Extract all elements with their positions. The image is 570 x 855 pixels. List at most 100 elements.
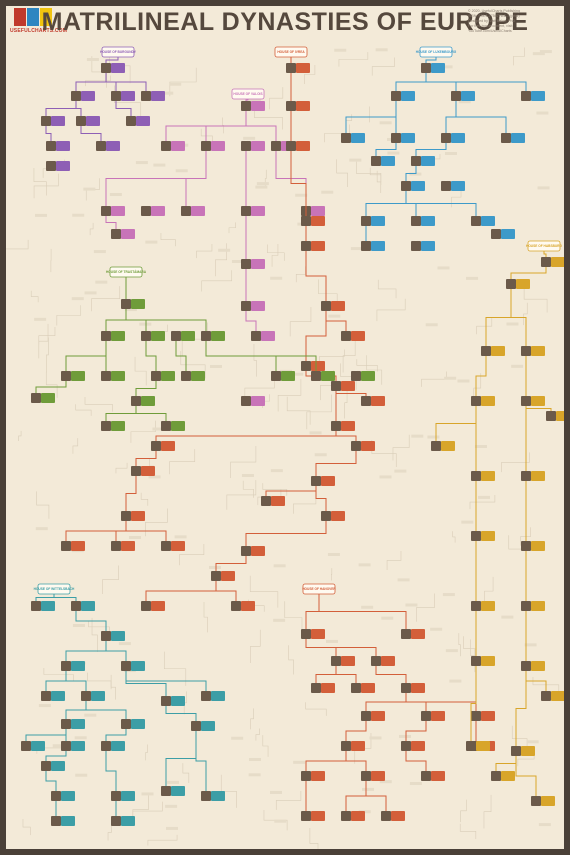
minor-person-label <box>243 136 256 140</box>
connector-line <box>295 266 306 283</box>
portrait <box>401 741 411 751</box>
portrait <box>131 466 141 476</box>
connector-line <box>145 341 157 371</box>
connector-line <box>85 701 127 719</box>
connector-line <box>200 128 213 144</box>
connector-line <box>475 356 487 396</box>
portrait <box>401 683 411 693</box>
portrait <box>381 811 391 821</box>
portrait <box>141 601 151 611</box>
credit-line: © 2020, UsefulCharts Publishing <box>468 9 520 13</box>
name-tag <box>251 206 265 216</box>
connector-line <box>75 404 92 416</box>
connector-line <box>245 111 277 141</box>
minor-person-label <box>93 250 106 254</box>
name-tag <box>351 811 365 821</box>
name-tag <box>131 719 145 729</box>
minor-person-label <box>83 187 96 191</box>
portrait <box>471 216 481 226</box>
name-tag <box>141 466 155 476</box>
minor-person-label <box>141 792 154 796</box>
connector-line <box>315 451 357 476</box>
name-tag <box>481 396 495 406</box>
minor-person-label <box>270 790 283 794</box>
portrait <box>506 279 516 289</box>
name-tag <box>431 63 445 73</box>
portrait <box>101 206 111 216</box>
connector-line <box>125 309 207 331</box>
name-tag <box>71 661 85 671</box>
connector-line <box>242 480 254 498</box>
connector-line <box>196 243 213 259</box>
portrait <box>111 791 121 801</box>
connector-line <box>290 151 307 216</box>
name-tag <box>86 116 100 126</box>
name-tag <box>341 381 355 391</box>
connector-line <box>425 73 527 91</box>
connector-line <box>91 617 98 653</box>
name-tag <box>331 511 345 521</box>
connector-line <box>405 751 427 771</box>
poster: HOUSE OF BURGUNDY HOUSE OF IVREA HOUSE OF … <box>6 6 564 849</box>
connector-line <box>344 386 348 419</box>
connector-line <box>45 126 52 141</box>
minor-person-label <box>409 782 422 786</box>
portrait <box>51 816 61 826</box>
minor-person-label <box>442 593 455 597</box>
name-tag <box>211 141 225 151</box>
portrait <box>311 683 321 693</box>
name-tag <box>311 241 325 251</box>
connector-line <box>132 795 149 824</box>
minor-person-label <box>256 182 269 186</box>
connector-line <box>255 728 260 741</box>
portrait <box>261 496 271 506</box>
portrait <box>61 371 71 381</box>
portrait <box>521 661 531 671</box>
minor-person-label <box>139 322 152 326</box>
name-tag <box>371 771 385 781</box>
name-tag <box>171 541 185 551</box>
minor-person-label <box>379 475 392 479</box>
name-tag <box>371 711 385 721</box>
connector-line <box>115 521 127 541</box>
connector-line <box>169 67 197 97</box>
name-tag <box>321 683 335 693</box>
minor-person-label <box>369 736 382 740</box>
connector-line <box>405 166 417 181</box>
portrait <box>101 741 111 751</box>
minor-person-label <box>231 259 244 263</box>
connector-line <box>515 756 537 796</box>
name-tag <box>461 91 475 101</box>
name-tag <box>56 161 70 171</box>
portrait <box>321 301 331 311</box>
name-tag <box>311 771 325 781</box>
name-tag <box>481 531 495 541</box>
minor-person-label <box>349 158 362 162</box>
minor-person-label <box>231 736 244 740</box>
portrait <box>61 741 71 751</box>
connector-line <box>105 751 117 791</box>
logo-red-block <box>14 8 26 26</box>
portrait <box>111 816 121 826</box>
minor-person-label <box>52 744 65 748</box>
minor-person-label <box>255 185 268 189</box>
portrait <box>111 541 121 551</box>
minor-person-label <box>248 99 261 103</box>
portrait <box>491 229 501 239</box>
connector-line <box>38 326 56 345</box>
name-tag <box>321 371 335 381</box>
portrait <box>301 629 311 639</box>
portrait <box>241 101 251 111</box>
connector-line <box>269 87 284 110</box>
name-tag <box>311 216 325 226</box>
connector-line <box>220 774 237 808</box>
portrait <box>401 181 411 191</box>
portrait <box>121 299 131 309</box>
name-tag <box>251 101 265 111</box>
portrait <box>161 696 171 706</box>
name-tag <box>296 141 310 151</box>
connector-line <box>147 834 178 846</box>
connector-line <box>476 318 493 335</box>
minor-person-label <box>399 734 412 738</box>
connector-line <box>435 406 477 441</box>
